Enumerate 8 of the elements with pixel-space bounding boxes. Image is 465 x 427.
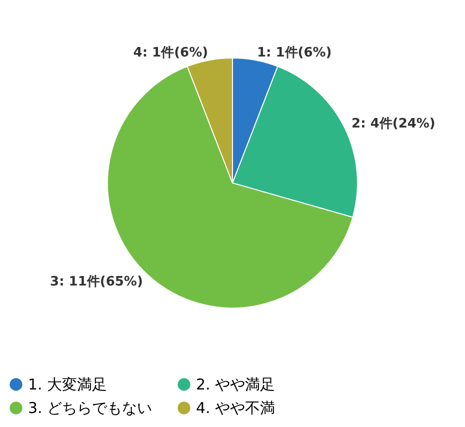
legend-label: 3. どちらでもない xyxy=(28,399,152,417)
data-label: 2: 4件(24%) xyxy=(352,116,436,132)
legend-label: 1. 大変満足 xyxy=(28,375,108,394)
data-label: 3: 11件(65%) xyxy=(50,274,143,290)
legend-label: 2. やや満足 xyxy=(196,375,276,394)
data-label: 4: 1件(6%) xyxy=(133,45,208,60)
legend-label: 4. やや不満 xyxy=(196,399,276,417)
data-label: 1: 1件(6%) xyxy=(256,45,332,60)
